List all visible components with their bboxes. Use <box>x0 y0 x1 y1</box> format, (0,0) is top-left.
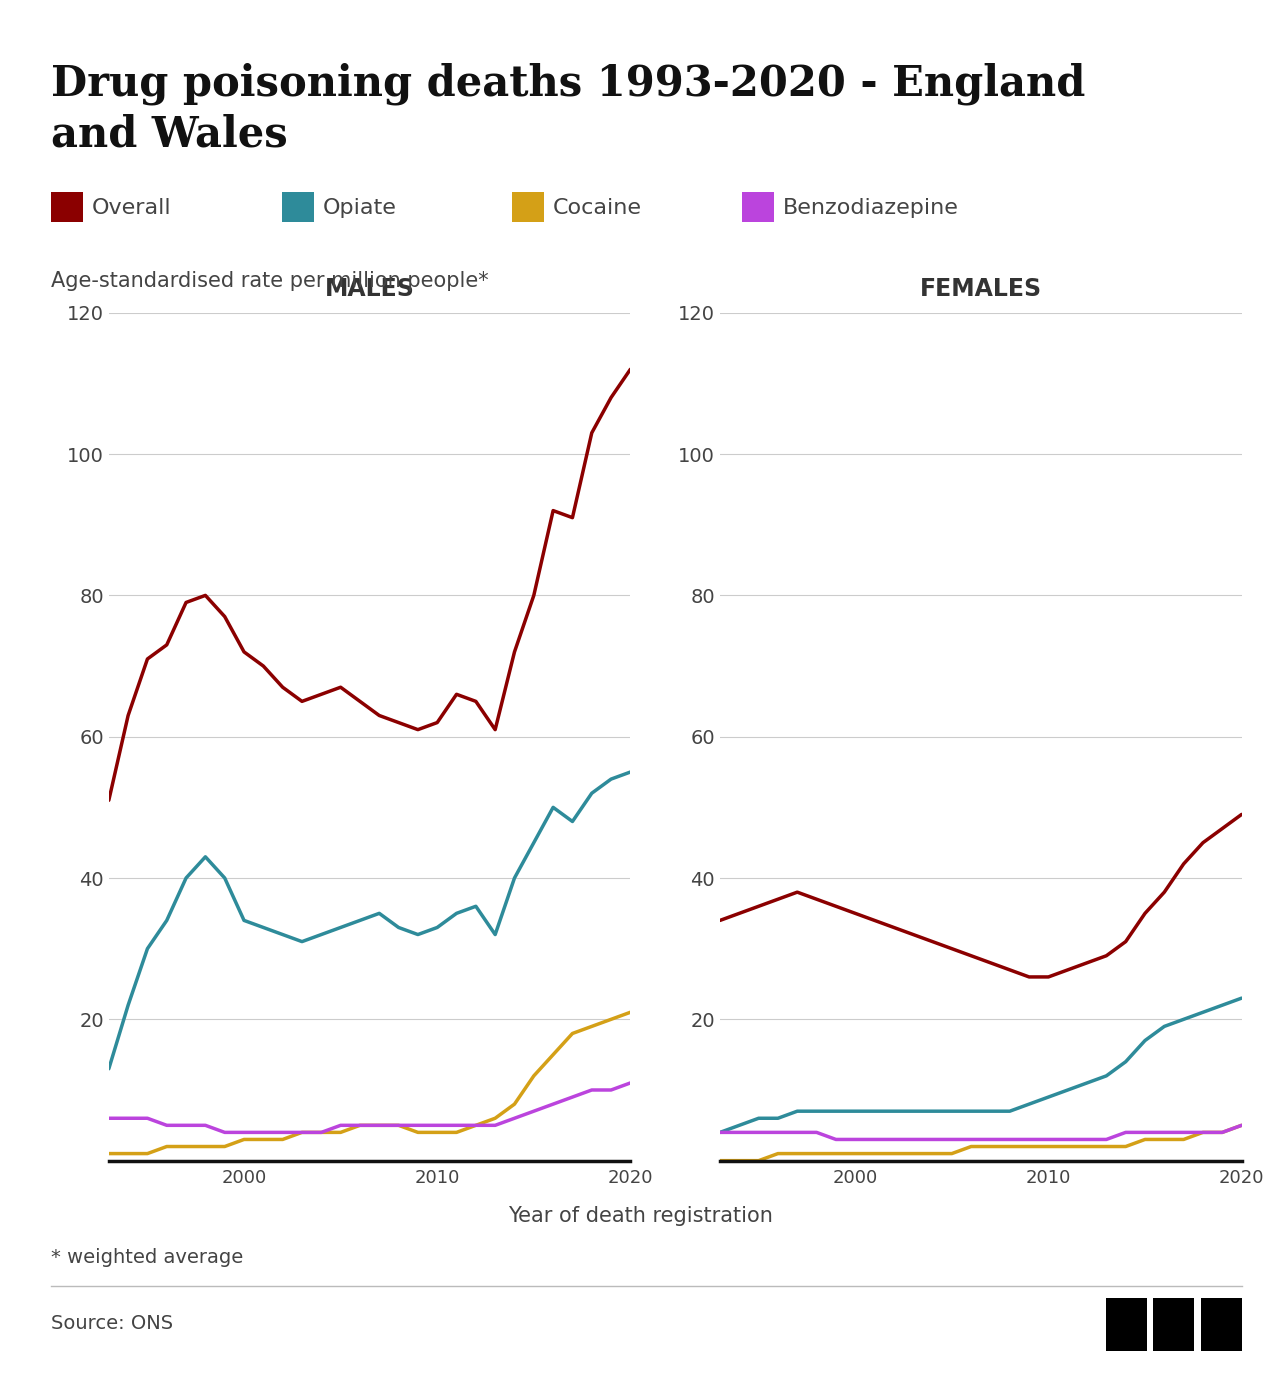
Text: Age-standardised rate per million people*: Age-standardised rate per million people… <box>51 271 489 291</box>
Text: Overall: Overall <box>92 199 172 218</box>
Title: FEMALES: FEMALES <box>920 277 1042 302</box>
Text: Opiate: Opiate <box>323 199 397 218</box>
Text: * weighted average: * weighted average <box>51 1248 243 1268</box>
Text: B: B <box>1120 1316 1133 1333</box>
Text: C: C <box>1215 1316 1228 1333</box>
Text: Source: ONS: Source: ONS <box>51 1314 173 1333</box>
Text: Year of death registration: Year of death registration <box>508 1207 772 1226</box>
Title: MALES: MALES <box>325 277 415 302</box>
Text: Benzodiazepine: Benzodiazepine <box>783 199 959 218</box>
Text: B: B <box>1167 1316 1180 1333</box>
Text: Drug poisoning deaths 1993-2020 - England
and Wales: Drug poisoning deaths 1993-2020 - Englan… <box>51 63 1085 156</box>
Text: Cocaine: Cocaine <box>553 199 643 218</box>
